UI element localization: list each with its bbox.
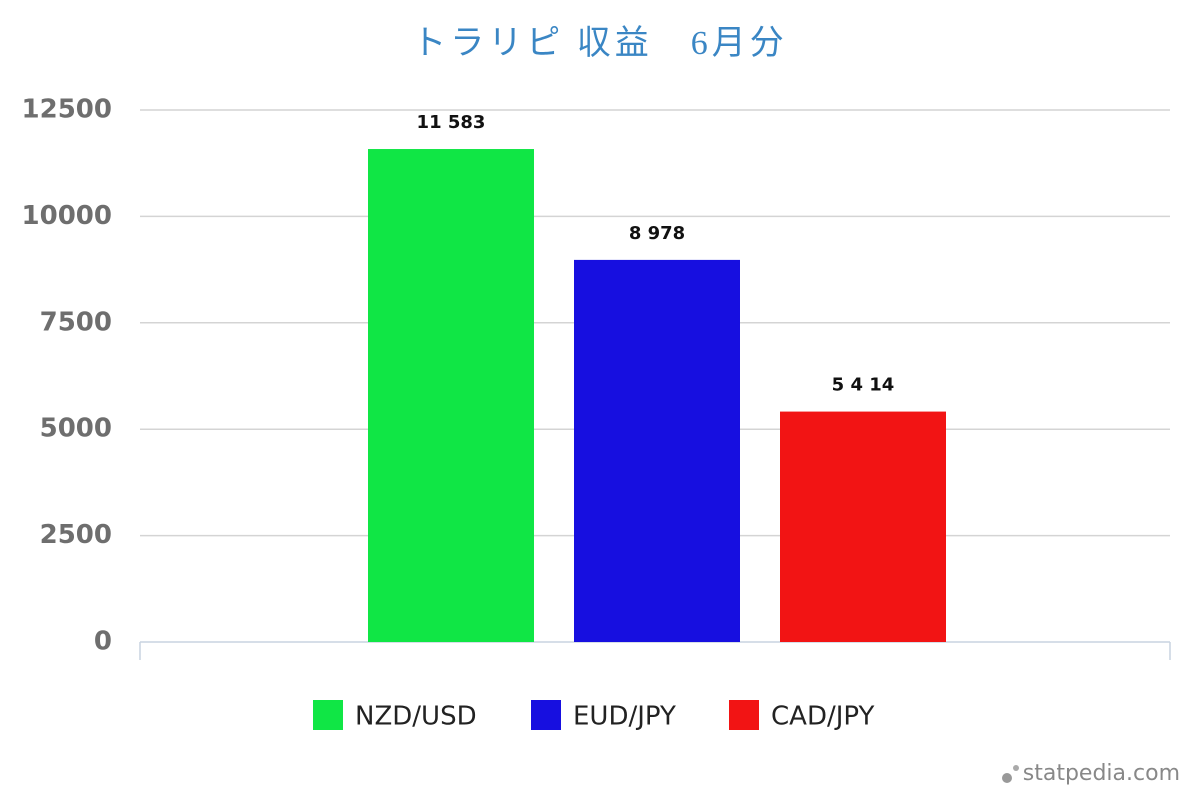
legend-label: EUD/JPY <box>573 702 676 732</box>
legend-swatch <box>531 700 561 730</box>
chart-title: トラリピ 収益 6月分 <box>412 24 788 62</box>
watermark: statpedia.com <box>1023 761 1180 786</box>
legend-label: NZD/USD <box>355 702 477 732</box>
y-tick-label: 7500 <box>40 307 112 337</box>
bar <box>368 149 534 642</box>
y-tick-label: 0 <box>94 627 112 657</box>
watermark-icon <box>1013 765 1019 771</box>
y-tick-label: 2500 <box>40 520 112 550</box>
bar <box>780 411 946 642</box>
bar <box>574 259 740 642</box>
value-label: 8 978 <box>629 223 685 244</box>
y-tick-label: 12500 <box>22 95 112 125</box>
legend-swatch <box>729 700 759 730</box>
y-tick-label: 10000 <box>22 201 112 231</box>
value-label: 11 583 <box>417 112 486 133</box>
legend-label: CAD/JPY <box>771 702 874 732</box>
value-label: 5 4 14 <box>832 375 895 396</box>
y-tick-label: 5000 <box>40 414 112 444</box>
legend-swatch <box>313 700 343 730</box>
watermark-icon <box>1002 773 1012 783</box>
